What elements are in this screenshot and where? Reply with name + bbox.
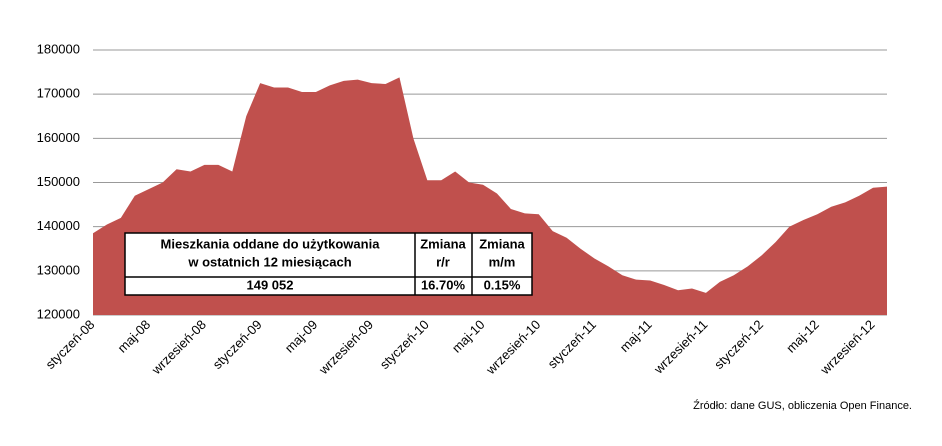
x-tick-label: styczeń-10 [377, 317, 432, 372]
y-tick-label: 180000 [37, 41, 80, 56]
y-tick-label: 170000 [37, 86, 80, 101]
table-header: r/r [436, 254, 450, 269]
table-cell: 149 052 [247, 277, 294, 292]
table-header: m/m [489, 254, 516, 269]
y-tick-label: 140000 [37, 218, 80, 233]
x-tick-label: maj-11 [617, 317, 655, 355]
x-tick-label: wrzesień-12 [817, 317, 878, 378]
x-tick-label: styczeń-11 [545, 317, 599, 371]
x-tick-label: maj-08 [115, 317, 154, 356]
table-cell: 16.70% [421, 277, 466, 292]
x-tick-label: styczeń-08 [42, 317, 97, 372]
table-header: Zmiana [479, 236, 525, 251]
x-tick-label: wrzesień-10 [482, 317, 543, 378]
x-tick-label: styczeń-12 [711, 317, 766, 372]
x-tick-label: maj-12 [783, 317, 822, 356]
x-tick-label: maj-10 [449, 317, 488, 356]
y-tick-label: 160000 [37, 130, 80, 145]
y-tick-label: 130000 [37, 262, 80, 277]
x-tick-label: wrzesień-08 [148, 317, 209, 378]
y-tick-label: 120000 [37, 306, 80, 321]
y-tick-label: 150000 [37, 174, 80, 189]
table-header: Mieszkania oddane do użytkowania [161, 236, 381, 251]
x-tick-label: styczeń-09 [210, 317, 265, 372]
table-header: Zmiana [420, 236, 466, 251]
table-header: w ostatnich 12 miesiącach [187, 254, 351, 269]
data-table: Mieszkania oddane do użytkowania w ostat… [124, 232, 533, 296]
table-frame [124, 232, 533, 296]
source-note: Źródło: dane GUS, obliczenia Open Financ… [693, 399, 912, 412]
table-cell: 0.15% [484, 277, 521, 292]
x-tick-label: maj-09 [282, 317, 321, 356]
x-tick-label: wrzesień-09 [315, 317, 376, 378]
x-tick-label: wrzesień-11 [650, 317, 710, 377]
